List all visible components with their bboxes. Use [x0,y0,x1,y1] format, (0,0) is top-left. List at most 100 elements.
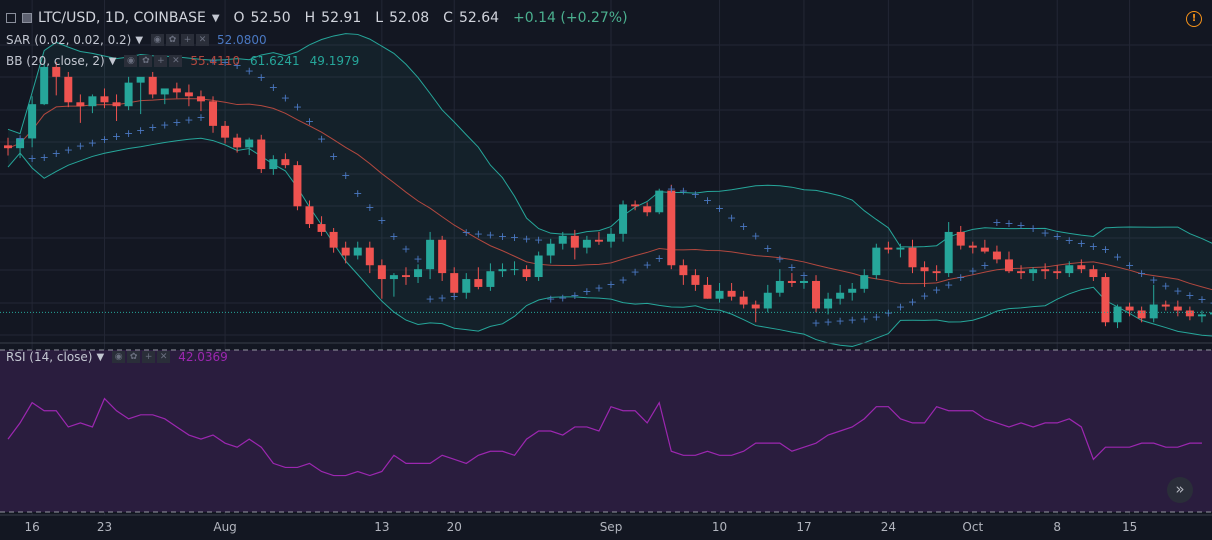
candle-body [1113,306,1122,323]
sar-point: + [15,132,24,145]
bollinger-bands [7,33,1212,347]
x-tick-label: 17 [796,520,812,534]
sar-point: + [968,265,977,278]
sar-point: + [1161,279,1170,292]
candle [341,241,350,264]
gear-icon[interactable]: ✿ [127,351,141,363]
candle-body [968,245,977,248]
eye-icon[interactable]: ◉ [151,34,165,46]
sar-point: + [1113,251,1122,264]
candle [594,231,603,245]
sar-point: + [1101,243,1110,256]
close-icon[interactable]: ✕ [157,351,171,363]
candle [329,228,338,253]
sar-point: + [293,101,302,114]
candle [112,94,121,121]
change-value: +0.14 (+0.27%) [513,10,628,26]
sar-point: + [1077,237,1086,250]
sar-point: + [245,64,254,77]
sar-point: + [787,261,796,274]
candle-body [353,247,362,256]
alert-icon[interactable]: ! [1186,11,1202,27]
symbol-label[interactable]: LTC/USD, 1D, COINBASE [38,10,206,26]
candle-body [112,102,121,107]
close-icon[interactable]: ✕ [196,34,210,46]
scroll-to-realtime-icon[interactable]: » [1167,477,1193,503]
parabolic-sar: ++ + + + + + + + + + + + + + ++ + + ++++++++++++++++ + ++ + +… [15,54,1212,329]
chevron-down-icon[interactable]: ▼ [135,34,144,46]
sar-point: + [522,232,531,245]
candle [739,290,748,309]
close-icon[interactable]: ✕ [169,55,183,67]
candle-body [414,269,423,278]
collapse-icon[interactable] [6,13,16,23]
candle-body [16,138,25,149]
gear-icon[interactable]: ✿ [139,55,153,67]
candle-body [655,190,664,213]
candle [1017,265,1026,280]
candle-body [534,255,543,278]
candle [1210,312,1212,315]
sar-point: + [727,211,736,224]
sar-name[interactable]: SAR (0.02, 0.02, 0.2) [6,33,132,47]
candle [763,284,772,313]
add-icon[interactable]: + [181,34,195,46]
sar-point: + [1053,230,1062,243]
sar-point: + [836,314,845,327]
candle-body [1077,265,1086,270]
chevron-down-icon[interactable]: ▼ [96,351,105,363]
close-value: 52.64 [458,10,500,26]
bb-name[interactable]: BB (20, close, 2) [6,54,105,68]
candle [196,90,205,112]
sar-point: + [667,183,676,196]
candle-body [860,275,869,289]
add-icon[interactable]: + [142,351,156,363]
candle-body [498,269,507,272]
candle [16,137,25,159]
candle-body [594,239,603,242]
sar-point: + [606,278,615,291]
candle [172,82,181,99]
rsi-name[interactable]: RSI (14, close) [6,350,93,364]
gear-icon[interactable]: ✿ [166,34,180,46]
sar-point: + [691,188,700,201]
candle [281,153,290,169]
candle-body [703,284,712,299]
eye-icon[interactable]: ◉ [112,351,126,363]
sar-point: + [88,136,97,149]
candle-body [607,233,615,242]
candle [631,200,640,211]
candle-body [582,239,591,248]
sar-point: + [305,115,314,128]
rsi-guides [0,349,1212,513]
chevron-down-icon[interactable]: ▼ [211,12,220,24]
sar-point: + [413,252,422,265]
candle [522,265,531,281]
eye-icon[interactable]: ◉ [124,55,138,67]
candle [534,251,543,281]
sar-point: + [160,119,169,132]
candle [414,264,423,283]
candle-body [76,102,85,107]
x-tick-label: Sep [599,520,623,534]
candle-body [317,224,326,232]
sar-point: + [739,220,748,233]
candle-body [209,101,218,126]
candle-body [643,206,652,213]
sar-point: + [208,54,217,67]
candle [317,216,326,236]
sar-point: + [570,289,579,302]
candle [691,269,700,291]
candle-body [221,125,230,138]
candle-body [196,96,205,102]
candle-body [160,88,169,95]
candle [498,263,507,278]
symbol-square-icon [22,13,32,23]
x-tick-label: 23 [96,520,113,534]
sar-point: + [184,114,193,127]
sar-point: + [353,187,362,200]
chevron-down-icon[interactable]: ▼ [108,55,117,67]
add-icon[interactable]: + [154,55,168,67]
sar-point: + [1197,293,1206,306]
